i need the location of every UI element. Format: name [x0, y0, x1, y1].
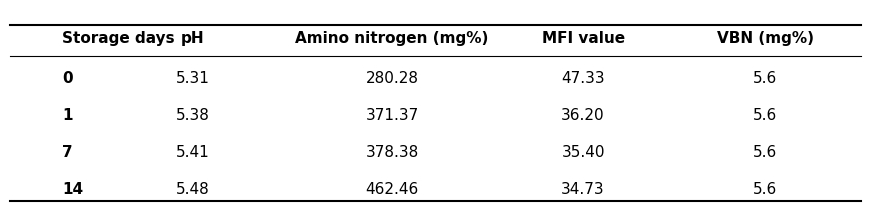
Text: 0: 0	[62, 71, 73, 86]
Text: 5.41: 5.41	[176, 144, 209, 159]
Text: 371.37: 371.37	[366, 108, 419, 123]
Text: 5.38: 5.38	[175, 108, 209, 123]
Text: Storage days: Storage days	[62, 30, 175, 46]
Text: 5.6: 5.6	[753, 108, 778, 123]
Text: 5.31: 5.31	[175, 71, 209, 86]
Text: 280.28: 280.28	[366, 71, 419, 86]
Text: 35.40: 35.40	[561, 144, 604, 159]
Text: pH: pH	[180, 30, 204, 46]
Text: 7: 7	[62, 144, 73, 159]
Text: 5.6: 5.6	[753, 181, 778, 196]
Text: 5.48: 5.48	[176, 181, 209, 196]
Text: 14: 14	[62, 181, 84, 196]
Text: Amino nitrogen (mg%): Amino nitrogen (mg%)	[295, 30, 489, 46]
Text: MFI value: MFI value	[542, 30, 625, 46]
Text: 1: 1	[62, 108, 72, 123]
Text: 5.6: 5.6	[753, 144, 778, 159]
Text: 36.20: 36.20	[561, 108, 605, 123]
Text: 378.38: 378.38	[366, 144, 419, 159]
Text: 5.6: 5.6	[753, 71, 778, 86]
Text: VBN (mg%): VBN (mg%)	[717, 30, 814, 46]
Text: 34.73: 34.73	[561, 181, 605, 196]
Text: 462.46: 462.46	[366, 181, 419, 196]
Text: 47.33: 47.33	[561, 71, 605, 86]
